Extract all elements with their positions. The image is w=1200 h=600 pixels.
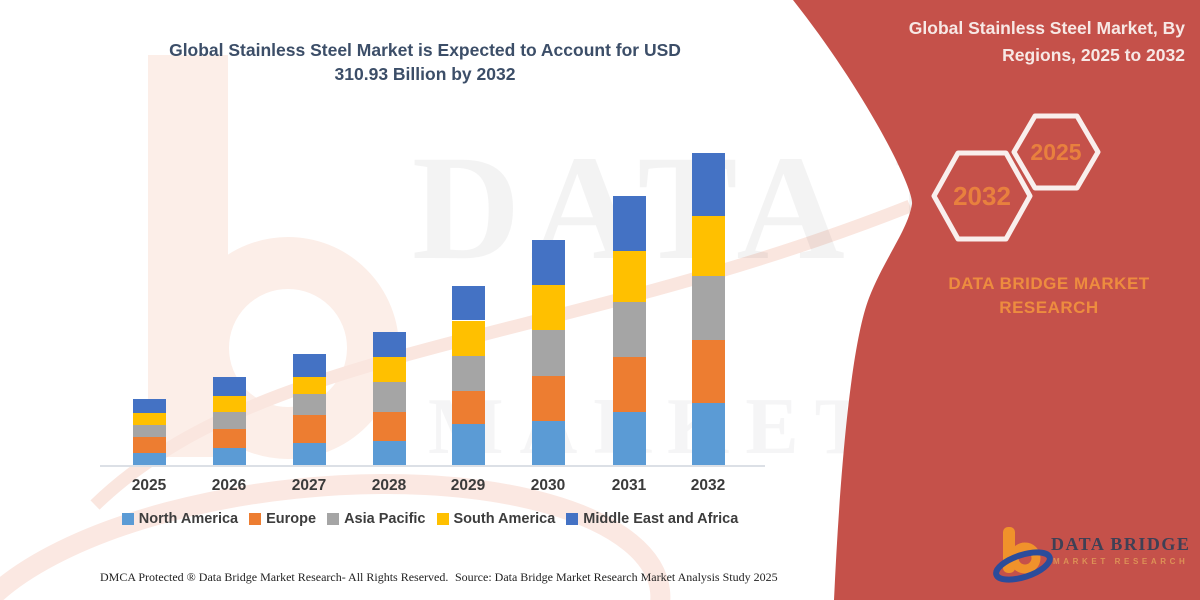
chart-legend: North America Europe Asia Pacific South Ame… [95,511,765,527]
chart-title-line2: 310.93 Billion by 2032 [334,64,516,84]
bar-segment-2032-asia-pacific [691,275,725,340]
x-axis-label-2027: 2027 [291,477,327,494]
legend-item-middle-east-and-africa: Middle East and Africa [566,511,738,527]
x-axis-line [100,465,765,467]
bar-segment-2026-europe [212,428,246,448]
bar-segment-2032-north-america [691,403,725,465]
bar-segment-2028-north-america [372,440,406,465]
bar-segment-2030-south-america [531,285,565,330]
bar-segment-2028-middle-east-and-africa [372,331,406,357]
bar-segment-2029-middle-east-and-africa [451,286,485,321]
x-axis-label-2031: 2031 [611,477,647,494]
bar-segment-2025-asia-pacific [132,424,166,437]
watermark-swoosh-band [90,199,913,510]
legend-label: Europe [266,511,317,527]
legend-item-asia-pacific: Asia Pacific [327,511,426,527]
bar-segment-2028-south-america [372,356,406,382]
legend-swatch [436,513,449,525]
bar-segment-2030-north-america [531,420,565,465]
bar-segment-2025-middle-east-and-africa [132,398,166,413]
bar-segment-2029-south-america [451,320,485,356]
legend-swatch [249,513,262,525]
logo-swoosh [993,549,1053,583]
legend-item-europe: Europe [249,511,316,527]
side-panel-title-line1: Global Stainless Steel Market, By [908,18,1185,38]
bar-segment-2031-asia-pacific [612,302,646,357]
bar-segment-2027-north-america [292,442,326,465]
hexagon-2032-label: 2032 [953,181,1011,211]
side-panel-brand-line2: RESEARCH [999,298,1099,317]
x-axis-label-2029: 2029 [450,477,486,494]
legend-swatch [566,513,579,525]
bar-segment-2032-europe [691,339,725,404]
bar-segment-2029-europe [451,390,485,424]
bar-segment-2031-south-america [612,251,646,303]
hexagon-2025-label: 2025 [1030,139,1081,165]
bar-segment-2030-middle-east-and-africa [531,240,565,286]
legend-swatch [121,513,134,525]
legend-item-north-america: North America [121,511,239,527]
bar-segment-2026-north-america [212,447,246,465]
bar-segment-2031-middle-east-and-africa [612,196,646,252]
chart-title: Global Stainless Steel Market is Expecte… [105,38,745,86]
x-axis-label-2026: 2026 [211,477,247,494]
chart-title-line1: Global Stainless Steel Market is Expecte… [169,40,681,60]
x-axis-label-2028: 2028 [371,477,407,494]
legend-item-south-america: South America [436,511,556,527]
bar-segment-2030-europe [531,375,565,421]
bar-segment-2029-north-america [451,423,485,465]
bar-segment-2026-middle-east-and-africa [212,376,246,396]
footer-copyright: DMCA Protected ® Data Bridge Market Rese… [100,570,449,584]
bar-segment-2031-north-america [612,411,646,465]
side-panel-brand: DATA BRIDGE MARKET RESEARCH [918,272,1180,320]
side-panel-brand-line1: DATA BRIDGE MARKET [948,274,1150,293]
x-axis-label-2032: 2032 [690,477,726,494]
legend-label: North America [138,511,239,527]
bar-segment-2029-asia-pacific [451,355,485,391]
logo-wordmark: DATA BRIDGE [1051,534,1191,554]
bar-segment-2026-asia-pacific [212,411,246,429]
bar-segment-2026-south-america [212,395,246,412]
logo-tagline: MARKET RESEARCH [1053,557,1189,566]
bar-segment-2025-europe [132,436,166,453]
legend-swatch [327,513,340,525]
hexagon-2032 [931,150,1033,242]
side-panel-title: Global Stainless Steel Market, By Region… [868,15,1185,69]
hexagon-2025 [1011,113,1101,191]
side-panel-title-line2: Regions, 2025 to 2032 [1002,45,1185,65]
legend-label: Asia Pacific [344,511,426,527]
footer-source: Source: Data Bridge Market Research Mark… [455,570,778,584]
data-bridge-logo-icon [993,527,1053,583]
legend-label: South America [453,511,556,527]
bar-segment-2027-asia-pacific [292,393,326,415]
bar-segment-2027-europe [292,414,326,443]
bar-segment-2027-south-america [292,376,326,394]
bar-segment-2027-middle-east-and-africa [292,353,326,377]
watermark-swoosh-bottom [0,473,671,600]
bar-segment-2025-north-america [132,452,166,465]
bar-segment-2025-south-america [132,412,166,425]
legend-label: Middle East and Africa [583,511,739,527]
bar-segment-2028-asia-pacific [372,381,406,412]
bar-segment-2032-south-america [691,215,725,276]
bar-segment-2028-europe [372,411,406,441]
bar-segment-2030-asia-pacific [531,329,565,376]
bar-segment-2031-europe [612,356,646,412]
x-axis-label-2030: 2030 [530,477,566,494]
x-axis-label-2025: 2025 [131,477,167,494]
bar-segment-2032-middle-east-and-africa [691,153,725,216]
